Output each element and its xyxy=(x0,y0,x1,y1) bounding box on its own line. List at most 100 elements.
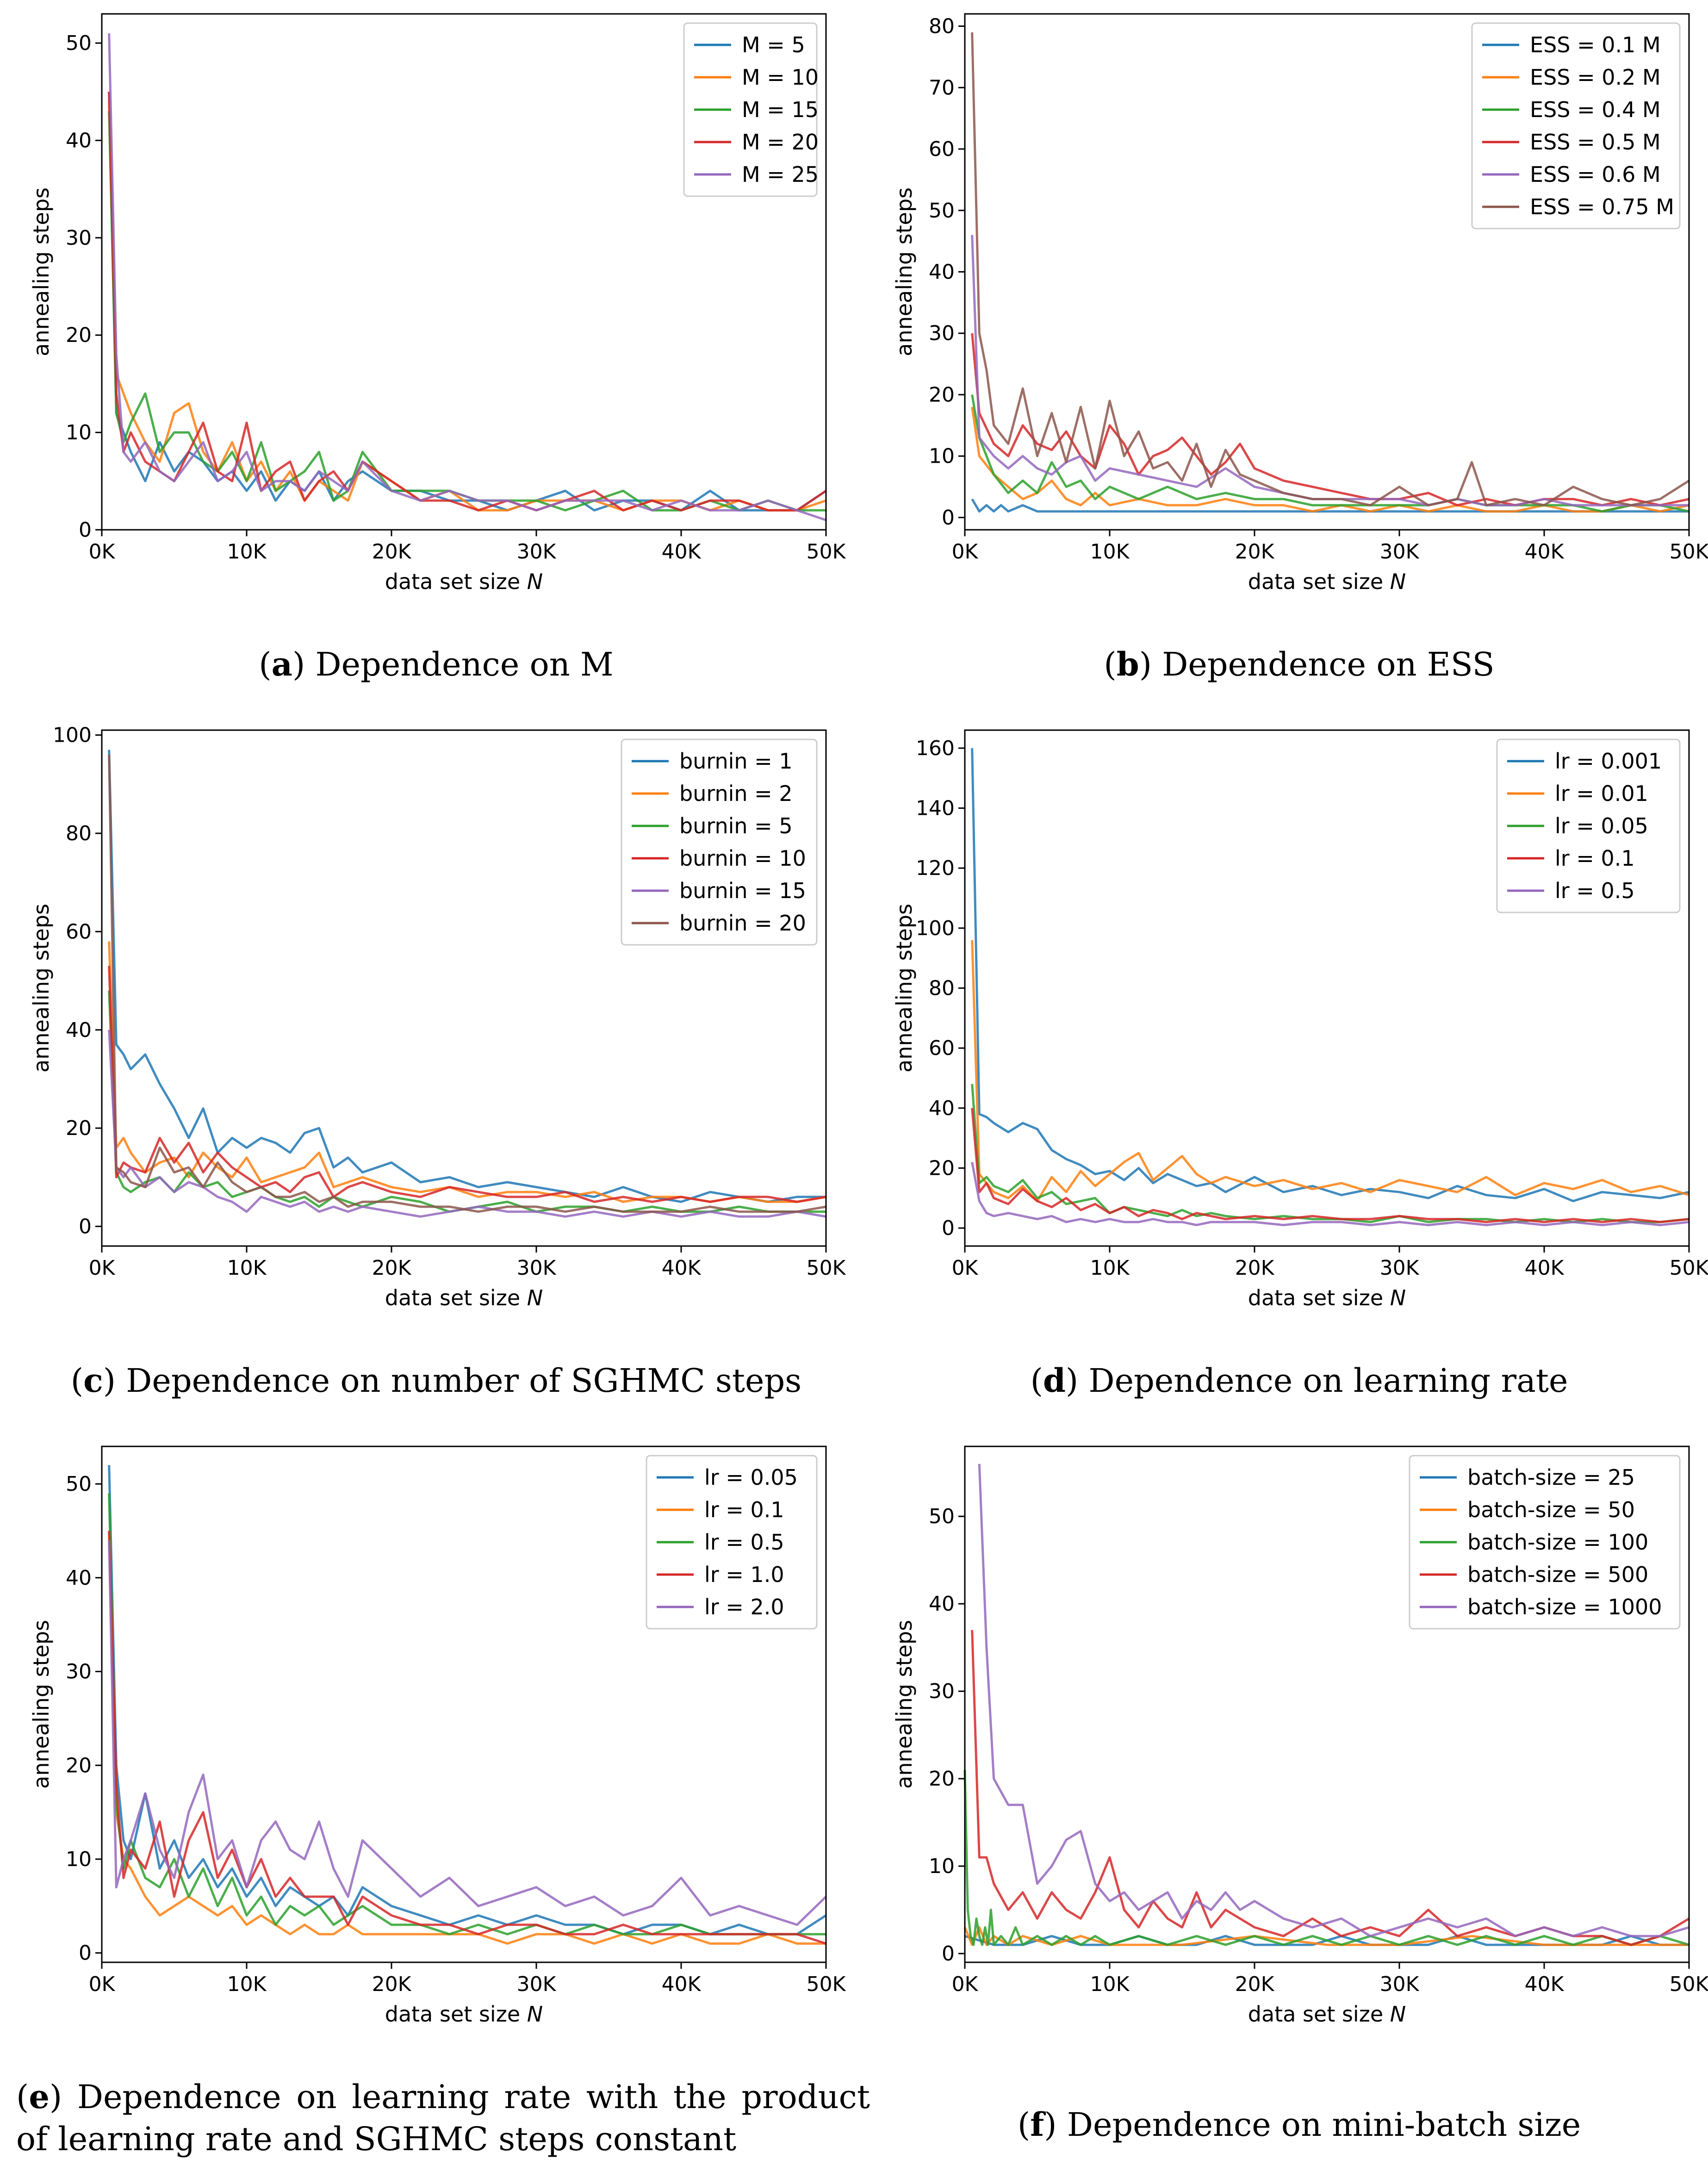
y-tick-label: 10 xyxy=(66,1848,92,1871)
legend-label: M = 25 xyxy=(742,162,819,187)
x-tick-label: 30K xyxy=(1380,540,1420,564)
x-tick-label: 50K xyxy=(1670,540,1708,564)
series-group xyxy=(108,750,826,1218)
plot-frame xyxy=(964,1445,1690,1963)
y-tick-label: 20 xyxy=(929,1156,955,1180)
legend-box xyxy=(621,738,818,946)
y-tick-label: 80 xyxy=(929,977,955,1000)
x-tick-label: 20K xyxy=(1235,540,1275,564)
x-tick-label: 20K xyxy=(372,540,412,564)
series-line-5 xyxy=(108,1030,826,1218)
x-axis-label: data set size N xyxy=(385,569,543,594)
y-tick-label: 20 xyxy=(66,1116,92,1140)
caption-letter: f xyxy=(1030,2105,1044,2144)
x-tick-label: 20K xyxy=(1235,1972,1275,1996)
legend-label: lr = 0.1 xyxy=(1555,846,1635,871)
series-line-3 xyxy=(963,1770,1689,1946)
legend-label: batch-size = 1000 xyxy=(1467,1594,1662,1619)
series-line-3 xyxy=(108,990,826,1213)
y-tick-label: 30 xyxy=(929,322,955,345)
caption-c: (c) Dependence on number of SGHMC steps xyxy=(70,1361,802,1400)
panel-c: 0 20 40 60 80 100 0K 10K 20K 30K 40K 50K data set si… xyxy=(9,716,863,1442)
x-tick-label: 0K xyxy=(952,1256,979,1280)
series-line-1 xyxy=(971,748,1689,1203)
caption-letter: b xyxy=(1116,645,1139,683)
series-line-4 xyxy=(108,966,826,1203)
chart-a: 0 10 20 30 40 50 0K 10K 20K 30K 40K 50K data set siz… xyxy=(29,13,846,594)
legend-label: burnin = 10 xyxy=(679,846,806,871)
x-tick-label: 30K xyxy=(517,1256,557,1280)
legend-label: ESS = 0.2 M xyxy=(1530,65,1661,90)
caption-text: Dependence on learning rate xyxy=(1088,1362,1568,1400)
y-tick-label: 20 xyxy=(66,323,92,347)
legend-label: ESS = 0.1 M xyxy=(1530,32,1661,57)
series-group xyxy=(108,1465,827,1945)
x-tick-label: 40K xyxy=(662,540,702,564)
series-line-3 xyxy=(108,1493,826,1935)
legend-label: lr = 0.001 xyxy=(1555,749,1662,774)
panel-d: 0 20 40 60 80 100 120 140 160 0K 10K 20K 30K 40K 50K da… xyxy=(872,716,1708,1442)
caption-a: (a) Dependence on M xyxy=(259,645,614,683)
plot-frame xyxy=(101,1445,827,1963)
legend-label: lr = 0.05 xyxy=(704,1465,798,1490)
x-tick-label: 10K xyxy=(1090,540,1130,564)
x-tick-label: 0K xyxy=(89,1256,116,1280)
y-tick-label: 30 xyxy=(66,1660,92,1684)
series-line-2 xyxy=(108,1531,826,1945)
x-tick-label: 50K xyxy=(1670,1256,1708,1280)
x-tick-label: 30K xyxy=(1380,1972,1420,1996)
series-line-3 xyxy=(108,111,826,512)
series-line-5 xyxy=(971,1162,1689,1227)
y-tick-label: 10 xyxy=(929,445,955,468)
y-tick-label: 40 xyxy=(929,1592,955,1616)
y-tick-label: 100 xyxy=(916,917,955,940)
caption-text: Dependence on learning rate with the pro… xyxy=(16,2078,870,2158)
x-tick-label: 0K xyxy=(89,540,116,564)
x-tick-label: 30K xyxy=(1380,1256,1420,1280)
legend-label: lr = 0.01 xyxy=(1555,781,1648,806)
x-tick-label: 40K xyxy=(1525,540,1565,564)
panel-f: 0 10 20 30 40 50 0K 10K 20K 30K 40K 50K data set siz… xyxy=(872,1433,1708,2158)
legend-box xyxy=(1496,738,1681,913)
caption-f: (f) Dependence on mini-batch size xyxy=(1017,2105,1581,2144)
legend-label: ESS = 0.6 M xyxy=(1530,162,1661,187)
chart-c: 0 20 40 60 80 100 0K 10K 20K 30K 40K 50K data set si… xyxy=(29,724,846,1310)
caption-letter: c xyxy=(83,1361,103,1400)
y-tick-label: 0 xyxy=(79,1941,92,1965)
y-tick-label: 0 xyxy=(942,1942,955,1966)
series-line-4 xyxy=(971,333,1689,507)
legend-box xyxy=(646,1455,818,1630)
caption-d: (d) Dependence on learning rate xyxy=(1030,1361,1568,1400)
x-tick-label: 10K xyxy=(227,1972,267,1996)
legend-label: batch-size = 50 xyxy=(1467,1497,1635,1522)
legend-label: M = 20 xyxy=(742,130,819,155)
x-tick-label: 0K xyxy=(952,1972,979,1996)
x-axis-label: data set size N xyxy=(1248,1285,1406,1310)
caption-letter: a xyxy=(271,645,292,683)
y-tick-label: 100 xyxy=(53,724,92,747)
legend-label: lr = 0.1 xyxy=(704,1497,784,1522)
x-tick-label: 50K xyxy=(807,1256,846,1280)
series-line-5 xyxy=(978,1464,1689,1937)
x-tick-label: 10K xyxy=(1090,1972,1130,1996)
x-tick-label: 50K xyxy=(1670,1972,1708,1996)
legend-label: ESS = 0.75 M xyxy=(1530,194,1674,219)
legend-label: burnin = 2 xyxy=(679,781,793,806)
y-axis-label: annealing steps xyxy=(892,1620,917,1789)
y-axis-label: annealing steps xyxy=(29,1620,54,1789)
x-tick-label: 0K xyxy=(952,540,979,564)
y-tick-label: 20 xyxy=(929,1767,955,1791)
caption-text: Dependence on M xyxy=(315,645,614,683)
series-line-5 xyxy=(108,1540,827,1926)
legend-label: ESS = 0.4 M xyxy=(1530,97,1661,122)
x-tick-label: 40K xyxy=(1525,1256,1565,1280)
chart-e: 0 10 20 30 40 50 0K 10K 20K 30K 40K 50K data set siz… xyxy=(29,1445,846,2027)
series-line-3 xyxy=(971,1084,1689,1223)
x-tick-label: 40K xyxy=(1525,1972,1565,1996)
y-tick-label: 50 xyxy=(929,199,955,223)
plot-frame xyxy=(101,13,827,531)
plot-frame xyxy=(101,729,827,1247)
y-axis-label: annealing steps xyxy=(29,187,54,356)
series-group xyxy=(971,32,1690,513)
